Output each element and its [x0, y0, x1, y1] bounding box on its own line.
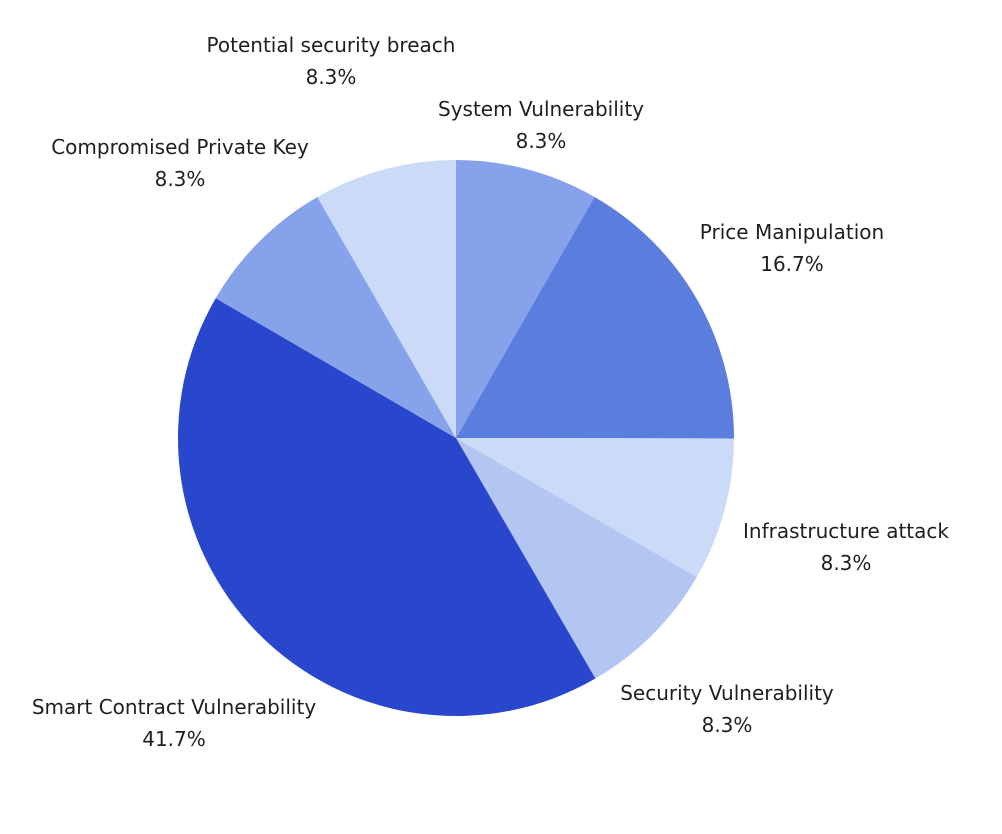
pie-labels: System Vulnerability 8.3% Price Manipulati…	[32, 33, 950, 751]
slice-label-compromised-private-key: Compromised Private Key	[51, 135, 309, 159]
slice-value-price-manipulation: 16.7%	[760, 252, 824, 276]
pie-slice-price-manipulation	[456, 197, 735, 439]
slice-label-infrastructure-attack: Infrastructure attack	[743, 519, 949, 543]
pie-slice-security-vulnerability	[456, 438, 697, 679]
slice-value-security-vulnerability: 8.3%	[702, 713, 753, 737]
slice-label-price-manipulation: Price Manipulation	[700, 220, 884, 244]
slice-label-potential-security-breach: Potential security breach	[207, 33, 456, 57]
pie-slices	[177, 160, 735, 717]
pie-slice-compromised-private-key	[215, 197, 456, 438]
slice-value-system-vulnerability: 8.3%	[516, 129, 567, 153]
slice-value-potential-security-breach: 8.3%	[306, 65, 357, 89]
pie-slice-smart-contract-vulnerability	[177, 298, 596, 717]
pie-slice-potential-security-breach	[317, 160, 456, 438]
pie-slice-system-vulnerability	[456, 160, 595, 438]
slice-value-infrastructure-attack: 8.3%	[821, 551, 872, 575]
slice-value-smart-contract-vulnerability: 41.7%	[142, 727, 206, 751]
pie-slice-infrastructure-attack	[456, 438, 734, 577]
slice-label-security-vulnerability: Security Vulnerability	[620, 681, 834, 705]
slice-label-smart-contract-vulnerability: Smart Contract Vulnerability	[32, 695, 316, 719]
slice-value-compromised-private-key: 8.3%	[155, 167, 206, 191]
slice-label-system-vulnerability: System Vulnerability	[438, 97, 644, 121]
